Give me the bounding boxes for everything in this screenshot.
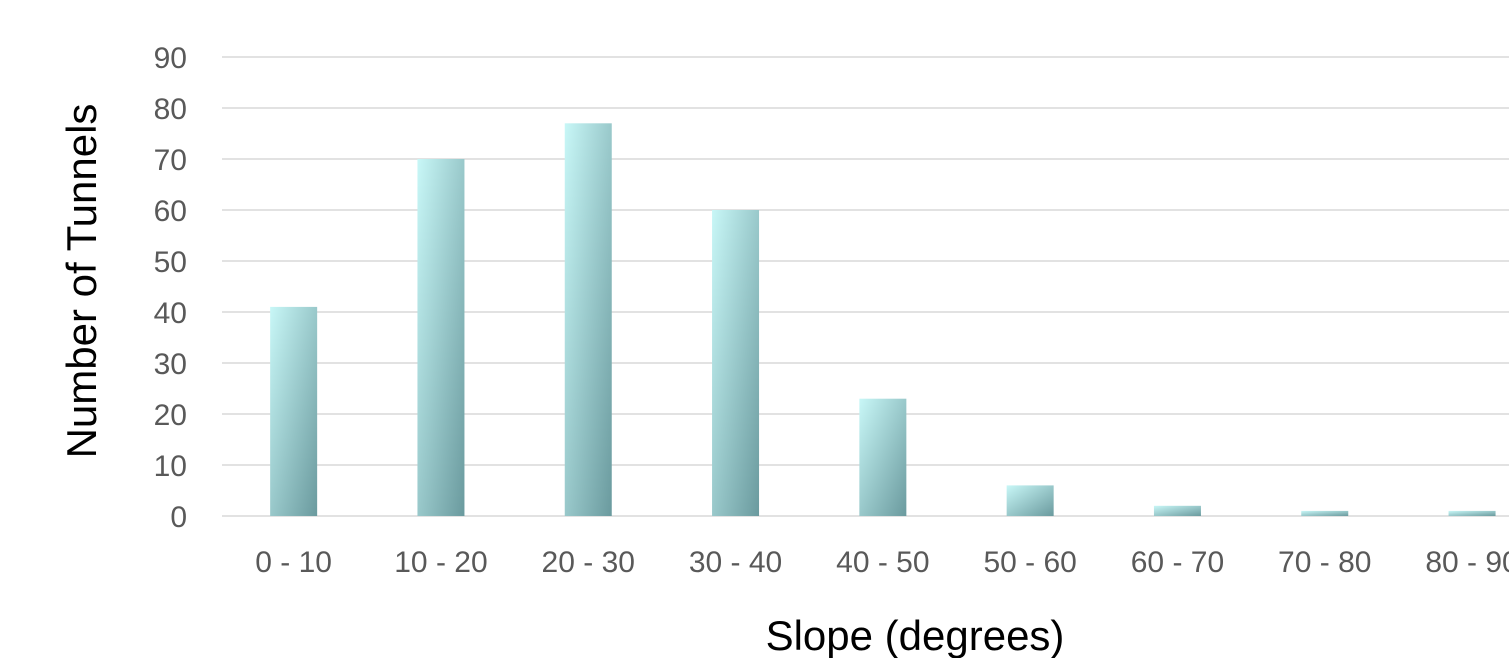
y-tick-label: 30 bbox=[154, 348, 187, 381]
bar bbox=[270, 306, 318, 516]
x-tick-label: 80 - 90 bbox=[1425, 546, 1509, 579]
x-tick-label: 30 - 40 bbox=[689, 546, 782, 579]
bar bbox=[417, 159, 465, 516]
bar bbox=[1448, 510, 1496, 516]
y-tick-label: 70 bbox=[154, 144, 187, 177]
x-tick-labels: 0 - 10 10 - 20 20 - 30 30 - 40 40 - 50 50 - 6… bbox=[255, 546, 1509, 579]
x-tick-label: 0 - 10 bbox=[255, 546, 332, 579]
y-tick-label: 10 bbox=[154, 450, 187, 483]
bar bbox=[1153, 505, 1201, 516]
y-tick-label: 0 bbox=[170, 501, 187, 534]
y-tick-label: 90 bbox=[154, 42, 187, 75]
y-tick-label: 40 bbox=[154, 297, 187, 330]
y-tick-label: 60 bbox=[154, 195, 187, 228]
x-tick-label: 60 - 70 bbox=[1131, 546, 1224, 579]
bar bbox=[859, 398, 907, 516]
y-tick-labels: 0 10 20 30 40 50 60 70 80 90 bbox=[154, 42, 187, 534]
x-tick-label: 50 - 60 bbox=[983, 546, 1076, 579]
x-axis-title: Slope (degrees) bbox=[766, 612, 1065, 658]
bar bbox=[1301, 510, 1349, 516]
bar bbox=[712, 210, 760, 516]
bar bbox=[1006, 485, 1054, 516]
x-tick-label: 40 - 50 bbox=[836, 546, 929, 579]
y-tick-label: 80 bbox=[154, 93, 187, 126]
y-axis-title: Number of Tunnels bbox=[58, 104, 105, 459]
y-tick-label: 20 bbox=[154, 399, 187, 432]
x-tick-label: 10 - 20 bbox=[394, 546, 487, 579]
bars bbox=[270, 123, 1496, 517]
bar bbox=[564, 123, 612, 517]
x-tick-label: 20 - 30 bbox=[542, 546, 635, 579]
x-tick-label: 70 - 80 bbox=[1278, 546, 1371, 579]
y-tick-label: 50 bbox=[154, 246, 187, 279]
